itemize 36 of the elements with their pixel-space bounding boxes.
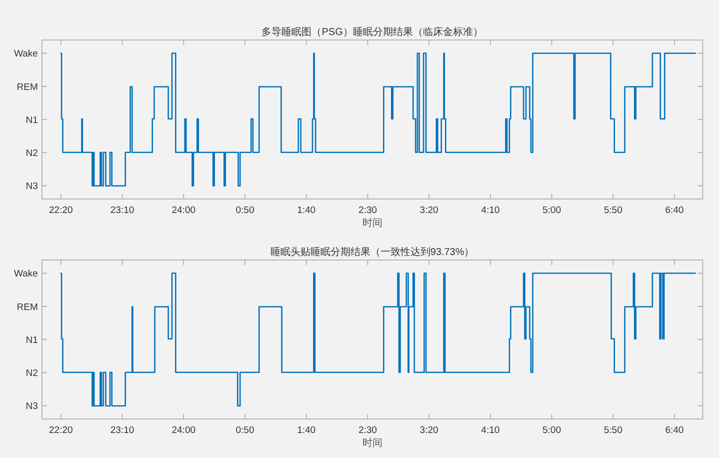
x-tick-label: 1:40 xyxy=(297,205,316,216)
x-tick-label: 3:20 xyxy=(420,205,438,216)
x-tick-label: 6:40 xyxy=(665,205,684,216)
chart-title: 多导睡眠图（PSG）睡眠分期结果（临床金标准） xyxy=(262,26,483,38)
x-axis-title: 时间 xyxy=(362,217,382,229)
x-axis-title: 时间 xyxy=(362,437,382,449)
x-tick-label: 24:00 xyxy=(172,425,196,436)
category-label: N1 xyxy=(26,114,38,126)
x-tick-label: 5:00 xyxy=(542,425,562,436)
x-tick-label: 23:10 xyxy=(110,425,134,436)
category-label: N3 xyxy=(26,181,38,192)
category-label: Wake xyxy=(14,268,38,280)
category-label: N2 xyxy=(26,368,38,380)
x-tick-label: 22:20 xyxy=(49,425,73,436)
x-tick-label: 1:40 xyxy=(297,425,316,436)
category-label: REM xyxy=(16,82,38,93)
x-tick-label: 4:10 xyxy=(481,205,500,216)
x-tick-label: 23:10 xyxy=(110,205,134,216)
x-tick-label: 2:30 xyxy=(358,425,377,436)
x-tick-label: 2:30 xyxy=(358,205,377,216)
category-label: N2 xyxy=(26,148,38,160)
x-tick-label: 22:20 xyxy=(49,205,73,216)
x-tick-label: 6:40 xyxy=(665,425,684,436)
category-label: N3 xyxy=(26,401,38,412)
x-tick-label: 4:10 xyxy=(481,425,500,436)
category-label: Wake xyxy=(14,48,38,60)
x-tick-label: 24:00 xyxy=(172,205,196,216)
x-tick-label: 0:50 xyxy=(236,205,254,216)
category-label: N1 xyxy=(26,334,38,346)
chart-title: 睡眠头贴睡眠分期结果（一致性达到93.73%） xyxy=(270,246,474,258)
x-tick-label: 5:50 xyxy=(604,205,622,216)
category-label: REM xyxy=(16,302,38,313)
x-tick-label: 5:00 xyxy=(542,205,562,216)
x-tick-label: 0:50 xyxy=(236,425,254,436)
x-tick-label: 3:20 xyxy=(420,425,438,436)
x-tick-label: 5:50 xyxy=(604,425,622,436)
